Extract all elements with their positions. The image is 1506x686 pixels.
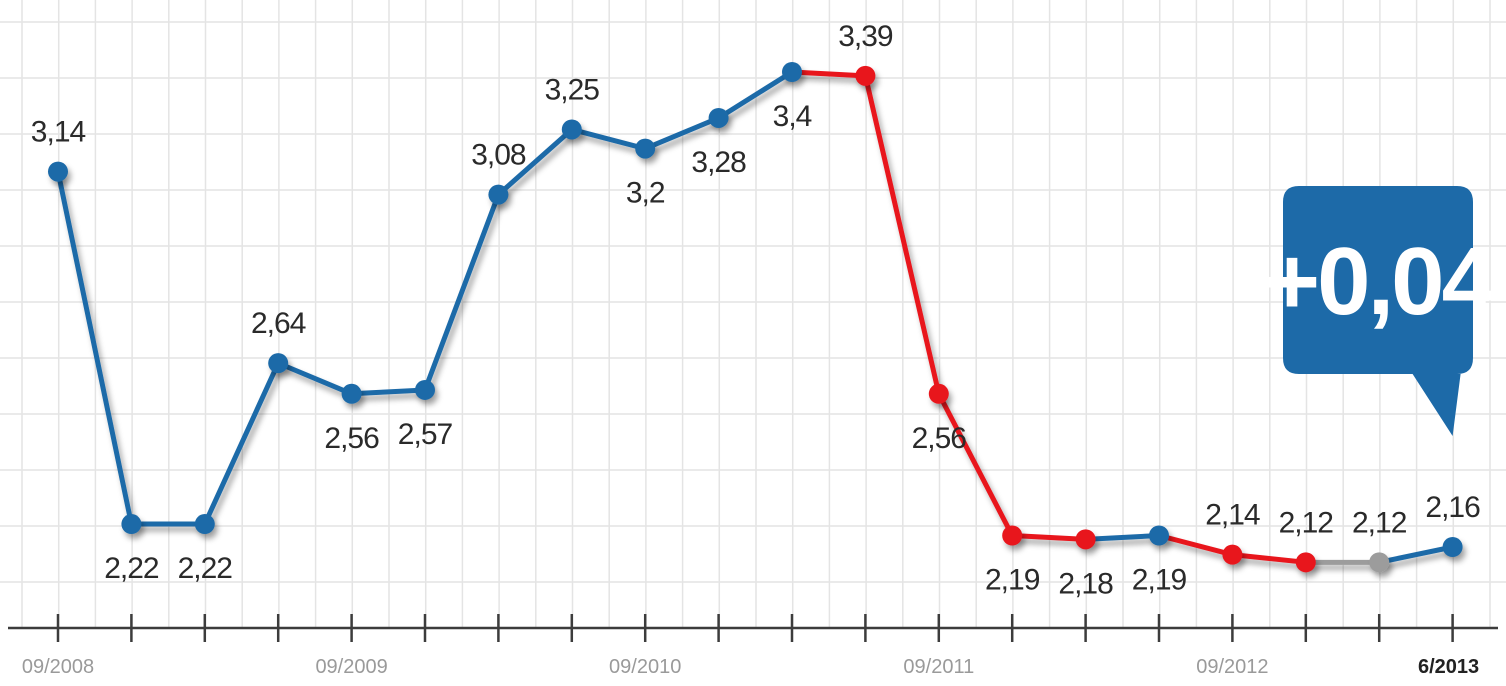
x-tick-label: 09/2009 bbox=[315, 656, 387, 678]
data-label: 3,14 bbox=[31, 116, 86, 149]
line-segment bbox=[936, 391, 1015, 539]
grid bbox=[0, 0, 1506, 628]
data-point bbox=[268, 353, 289, 374]
data-label: 2,16 bbox=[1425, 491, 1480, 524]
data-point bbox=[1002, 525, 1023, 546]
data-point bbox=[48, 161, 68, 182]
data-label: 2,12 bbox=[1352, 506, 1407, 539]
callout-value: +0,04 bbox=[1264, 228, 1495, 335]
x-tick-label: 09/2011 bbox=[903, 656, 974, 678]
data-label: 2,14 bbox=[1205, 499, 1260, 532]
data-label: 3,25 bbox=[545, 73, 600, 106]
data-point bbox=[561, 119, 582, 140]
data-label: 2,19 bbox=[1132, 564, 1187, 597]
x-axis: 09/2008 09/2009 09/2010 09/2011 09/2012 6/201… bbox=[8, 614, 1498, 678]
data-label: 2,56 bbox=[324, 422, 379, 455]
data-point bbox=[488, 184, 509, 205]
line-segment bbox=[55, 169, 134, 527]
data-point bbox=[194, 514, 215, 535]
line-segment bbox=[716, 69, 795, 121]
line-segment bbox=[495, 126, 575, 198]
data-point bbox=[635, 138, 656, 159]
line-segment bbox=[862, 73, 942, 397]
data-label: 2,57 bbox=[398, 418, 453, 451]
data-point bbox=[782, 62, 802, 82]
line-segment bbox=[789, 69, 868, 79]
callout: +0,04 bbox=[1264, 186, 1498, 436]
data-point bbox=[1149, 525, 1169, 546]
data-label: 2,22 bbox=[178, 552, 233, 585]
data-label: 2,22 bbox=[104, 552, 159, 585]
data-label: 2,18 bbox=[1058, 567, 1113, 600]
data-label: 3,08 bbox=[471, 139, 526, 172]
data-point bbox=[1442, 537, 1463, 557]
data-point bbox=[1369, 552, 1390, 573]
line-segment bbox=[1376, 544, 1456, 565]
data-label: 2,19 bbox=[985, 564, 1040, 597]
data-point bbox=[121, 514, 142, 535]
series-line bbox=[55, 69, 1456, 565]
data-point bbox=[1075, 529, 1096, 550]
data-point bbox=[415, 379, 435, 400]
line-segment bbox=[642, 115, 722, 152]
data-label: 2,64 bbox=[251, 307, 306, 340]
line-segment bbox=[275, 360, 355, 397]
line-segment bbox=[1156, 533, 1235, 558]
x-tick-label: 09/2008 bbox=[22, 656, 94, 678]
data-point bbox=[1295, 552, 1316, 573]
line-segment bbox=[1229, 552, 1309, 565]
data-label: 3,2 bbox=[626, 177, 665, 210]
line-segment bbox=[1009, 533, 1089, 542]
data-label: 2,12 bbox=[1279, 506, 1334, 539]
line-segment bbox=[569, 126, 648, 152]
data-labels: 3,14 2,22 2,22 2,64 2,56 2,57 3,08 3,25 3,2 3,28 3… bbox=[31, 20, 1481, 601]
x-tick-label: 6/2013 bbox=[1418, 656, 1479, 678]
x-tick-label: 09/2012 bbox=[1196, 656, 1268, 678]
data-point bbox=[855, 65, 876, 86]
callout-bubble bbox=[1283, 186, 1473, 436]
line-segment bbox=[202, 360, 281, 527]
data-point bbox=[928, 383, 949, 404]
line-segment bbox=[422, 192, 501, 393]
data-label: 3,4 bbox=[773, 100, 812, 133]
data-label: 3,39 bbox=[838, 20, 893, 53]
line-segment bbox=[349, 387, 428, 397]
data-label: 3,28 bbox=[691, 146, 746, 179]
x-tick-label: 09/2010 bbox=[609, 656, 681, 678]
data-label: 2,56 bbox=[912, 422, 967, 455]
data-point bbox=[1222, 544, 1243, 565]
line-segment bbox=[1083, 533, 1162, 542]
data-point bbox=[341, 383, 362, 404]
data-points bbox=[48, 62, 1463, 573]
data-point bbox=[708, 107, 729, 128]
